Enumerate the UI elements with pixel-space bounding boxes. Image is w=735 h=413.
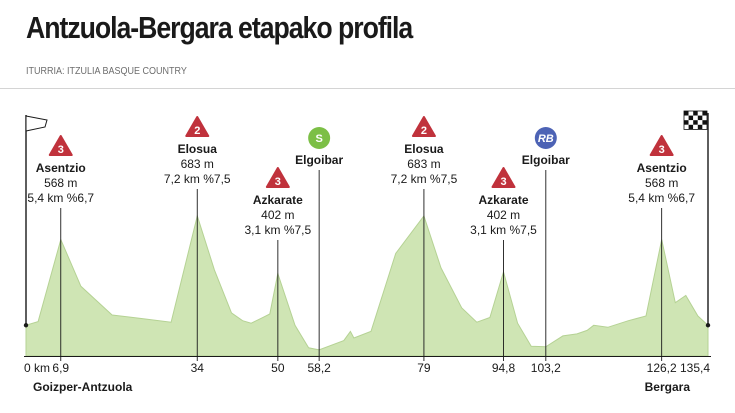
point-elevation: 683 m xyxy=(181,157,214,171)
x-tick-label: 126,2 xyxy=(647,361,677,375)
x-tick-label: 50 xyxy=(271,361,285,375)
mountain-category-icon xyxy=(649,135,674,156)
point-badge-label: RB xyxy=(538,133,554,145)
bonus-sprint-icon xyxy=(534,127,557,149)
mountain-category-label: 3 xyxy=(500,176,506,188)
mountain-category-label: 3 xyxy=(659,144,665,156)
x-tick-label: 6,9 xyxy=(52,361,69,375)
finish-town-label: Bergara xyxy=(645,380,691,394)
point-name: Elgoibar xyxy=(522,153,570,167)
point-elevation: 402 m xyxy=(261,208,294,222)
mountain-category-icon xyxy=(491,167,516,188)
mountain-category-label: 3 xyxy=(58,144,64,156)
point-name: Asentzio xyxy=(36,161,86,175)
point-elevation: 568 m xyxy=(44,176,77,190)
start-flag-icon xyxy=(25,115,48,132)
chart-title: Antzuola-Bergara etapako profila xyxy=(26,10,413,45)
start-dot xyxy=(23,323,29,328)
x-tick-label: 135,4 xyxy=(680,361,710,375)
point-badge-label: S xyxy=(315,133,322,145)
point-elevation: 402 m xyxy=(487,208,520,222)
mountain-category-label: 3 xyxy=(275,176,281,188)
x-tick-label-start: 0 km xyxy=(24,361,50,375)
sprint-icon xyxy=(308,127,331,149)
x-tick-label: 103,2 xyxy=(531,361,561,375)
route-point-sprint: S Elgoibar xyxy=(295,127,343,167)
point-elevation: 568 m xyxy=(645,176,678,190)
point-name: Elgoibar xyxy=(295,153,343,167)
mountain-category-label: 2 xyxy=(194,125,200,137)
point-climb-detail: 7,2 km %7,5 xyxy=(391,172,458,186)
point-climb-detail: 5,4 km %6,7 xyxy=(27,191,94,205)
point-climb-detail: 5,4 km %6,7 xyxy=(628,191,695,205)
finish-flag-icon xyxy=(683,110,708,130)
mountain-category-icon xyxy=(185,116,210,137)
chart-source: ITURRIA: ITZULIA BASQUE COUNTRY xyxy=(26,66,187,77)
point-climb-detail: 3,1 km %7,5 xyxy=(470,223,537,237)
mountain-category-icon xyxy=(48,135,73,156)
mountain-category-icon xyxy=(411,116,436,137)
profile-area xyxy=(25,214,709,357)
x-tick-label: 34 xyxy=(191,361,205,375)
point-name: Elosua xyxy=(178,142,218,156)
point-name: Elosua xyxy=(404,142,444,156)
route-point-bonus: RB Elgoibar xyxy=(522,127,570,167)
start-town-label: Goizper-Antzuola xyxy=(33,380,133,394)
point-name: Azkarate xyxy=(253,193,303,207)
mountain-category-icon xyxy=(265,167,290,188)
x-tick-label: 79 xyxy=(417,361,431,375)
x-tick-label: 58,2 xyxy=(307,361,331,375)
x-tick-label: 94,8 xyxy=(492,361,516,375)
mountain-category-label: 2 xyxy=(421,125,427,137)
header-divider xyxy=(0,88,735,89)
finish-dot xyxy=(705,323,711,328)
point-elevation: 683 m xyxy=(407,157,440,171)
point-climb-detail: 3,1 km %7,5 xyxy=(244,223,311,237)
point-name: Asentzio xyxy=(637,161,687,175)
point-climb-detail: 7,2 km %7,5 xyxy=(164,172,231,186)
point-name: Azkarate xyxy=(478,193,528,207)
